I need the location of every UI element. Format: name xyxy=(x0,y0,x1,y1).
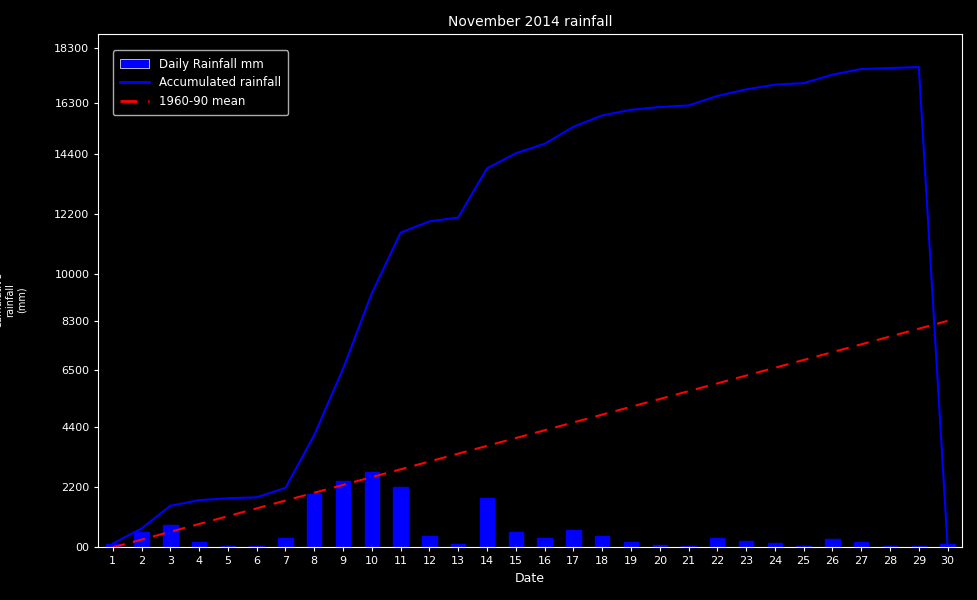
Bar xyxy=(221,545,235,547)
Bar xyxy=(623,542,638,547)
Bar xyxy=(566,530,580,547)
Text: Cumulative
rainfall
(mm): Cumulative rainfall (mm) xyxy=(0,272,26,328)
Bar xyxy=(768,542,782,547)
Bar xyxy=(422,536,437,547)
Bar xyxy=(451,544,465,547)
Bar xyxy=(826,539,839,547)
Bar xyxy=(135,532,149,547)
Bar xyxy=(941,544,955,547)
Bar xyxy=(394,487,407,547)
Bar xyxy=(509,532,523,547)
Bar xyxy=(480,498,494,547)
Bar xyxy=(595,536,610,547)
X-axis label: Date: Date xyxy=(515,572,545,585)
Bar xyxy=(106,544,120,547)
Title: November 2014 rainfall: November 2014 rainfall xyxy=(447,15,613,29)
Bar xyxy=(191,542,206,547)
Bar xyxy=(739,541,753,547)
Bar xyxy=(854,542,869,547)
Bar xyxy=(278,538,293,547)
Bar xyxy=(307,494,321,547)
Bar xyxy=(364,472,379,547)
Bar xyxy=(336,481,350,547)
Bar xyxy=(163,525,178,547)
Legend: Daily Rainfall mm, Accumulated rainfall, 1960-90 mean: Daily Rainfall mm, Accumulated rainfall,… xyxy=(113,50,288,115)
Bar xyxy=(681,546,696,547)
Bar xyxy=(537,538,552,547)
Bar xyxy=(653,545,667,547)
Bar xyxy=(710,538,725,547)
Bar xyxy=(796,546,811,547)
